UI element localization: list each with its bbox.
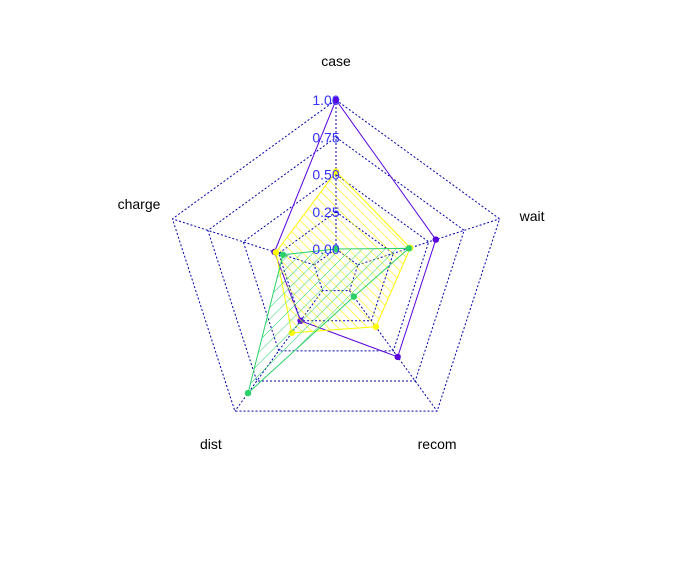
axis-label-charge: charge: [118, 196, 161, 212]
tick-label: 1.00: [312, 92, 339, 108]
grid-ring: [242, 173, 430, 352]
series-2-point-charge: [279, 251, 287, 258]
tick-label: 0.00: [312, 241, 339, 257]
series-2-point-recom: [350, 293, 358, 300]
axis-label-wait: wait: [519, 208, 545, 224]
tick-label: 0.50: [312, 167, 339, 183]
series-0-point-wait: [432, 236, 440, 243]
series-1-point-charge: [272, 249, 280, 256]
series-polygon-0: [273, 98, 437, 358]
tick-layer: 0.00 0.25 0.50 0.75 1.00: [312, 92, 339, 257]
series-1-point-case: [332, 168, 340, 175]
series-layer: [244, 96, 440, 397]
axis-label-layer: case wait recom dist charge: [118, 53, 545, 452]
axis-label-recom: recom: [418, 436, 457, 452]
grid-ring: [171, 99, 501, 412]
series-0-point-recom: [394, 353, 401, 361]
axis-label-case: case: [321, 53, 351, 69]
series-0-point-case: [332, 96, 340, 104]
series-1-point-recom: [372, 323, 379, 330]
tick-label: 0.25: [312, 204, 339, 220]
series-2-point-case: [332, 245, 340, 253]
axis-label-dist: dist: [200, 436, 222, 452]
grid-ring: [207, 136, 465, 382]
tick-label: 0.75: [312, 129, 339, 145]
series-2-point-dist: [244, 389, 252, 397]
series-2-point-wait: [405, 245, 413, 252]
series-polygon-2: [247, 247, 411, 395]
